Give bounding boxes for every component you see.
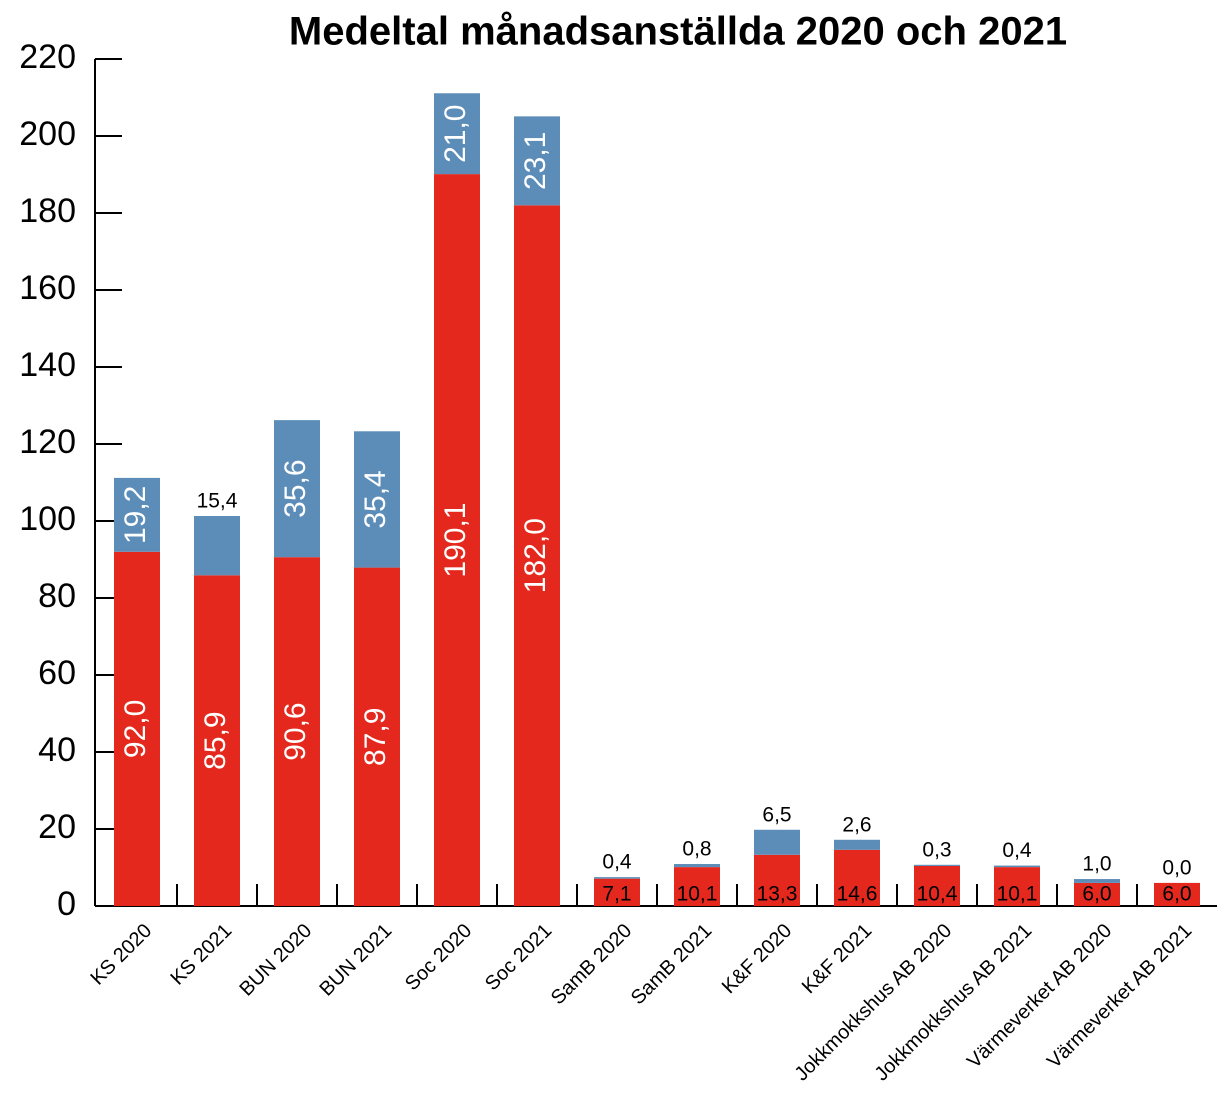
bar-segment xyxy=(514,116,560,206)
bar-segment xyxy=(434,174,480,907)
value-label: 23,1 xyxy=(519,132,552,190)
value-label: 15,4 xyxy=(197,490,238,513)
value-label: 1,0 xyxy=(1082,853,1111,876)
value-label: 0,4 xyxy=(1002,839,1032,862)
bar-segment xyxy=(114,477,160,552)
value-label: 0,4 xyxy=(602,851,632,874)
bar-segment xyxy=(834,849,880,906)
bar-segment xyxy=(594,878,640,906)
y-tick-label: 0 xyxy=(57,885,76,923)
y-tick-label: 80 xyxy=(38,577,76,615)
y-tick-label: 20 xyxy=(38,808,76,846)
bar-segment xyxy=(754,829,800,855)
x-tick-label: SamB 2021 xyxy=(627,920,716,1009)
bar-segment xyxy=(434,93,480,175)
value-label: 92,0 xyxy=(119,700,152,758)
bar-segment xyxy=(1154,882,1200,906)
value-label: 2,6 xyxy=(842,813,871,836)
value-label: 10,4 xyxy=(917,883,958,906)
x-tick-label: Värmeverket AB 2020 xyxy=(963,920,1116,1073)
bar-segment xyxy=(354,431,400,568)
bar-segment xyxy=(674,864,720,868)
value-label: 190,1 xyxy=(439,503,472,578)
bar-segment xyxy=(754,854,800,906)
value-label: 0,3 xyxy=(922,838,951,861)
value-label: 85,9 xyxy=(199,711,232,769)
x-tick-label: Jokkmokkshus AB 2021 xyxy=(871,920,1037,1086)
value-label: 35,4 xyxy=(359,470,392,528)
y-tick-label: 40 xyxy=(38,731,76,769)
bar-segment xyxy=(1074,879,1120,883)
x-tick-label: BUN 2021 xyxy=(315,920,396,1001)
bar-segment xyxy=(194,575,240,906)
y-tick-label: 60 xyxy=(38,654,76,692)
y-tick-label: 160 xyxy=(19,269,76,307)
value-label: 182,0 xyxy=(519,518,552,593)
x-tick-label: SamB 2020 xyxy=(547,920,636,1009)
value-label: 21,0 xyxy=(439,104,472,162)
y-tick-label: 180 xyxy=(19,192,76,230)
x-tick-label: Värmeverket AB 2021 xyxy=(1043,920,1196,1073)
x-tick-label: Soc 2021 xyxy=(481,920,556,995)
value-label: 10,1 xyxy=(997,883,1038,906)
value-label: 87,9 xyxy=(359,708,392,766)
y-tick-label: 100 xyxy=(19,500,76,538)
value-label: 6,0 xyxy=(1162,883,1191,906)
bar-segment xyxy=(514,205,560,907)
y-tick-label: 120 xyxy=(19,423,76,461)
value-label: 0,0 xyxy=(1162,856,1191,879)
value-label: 0,8 xyxy=(682,838,711,861)
bar-segment xyxy=(274,557,320,906)
x-tick-label: Jokkmokkshus AB 2020 xyxy=(791,920,957,1086)
bar-segment xyxy=(914,865,960,906)
value-label: 10,1 xyxy=(677,883,718,906)
y-tick-label: 140 xyxy=(19,346,76,384)
value-label: 6,0 xyxy=(1082,883,1111,906)
x-tick-label: KS 2020 xyxy=(86,920,156,990)
x-tick-label: BUN 2020 xyxy=(235,920,316,1001)
bar-segment xyxy=(914,864,960,866)
bar-segment xyxy=(354,567,400,906)
value-label: 14,6 xyxy=(837,883,878,906)
value-label: 6,5 xyxy=(762,803,791,826)
bar-segment xyxy=(994,867,1040,906)
value-label: 7,1 xyxy=(602,883,631,906)
value-label: 90,6 xyxy=(279,702,312,760)
value-label: 19,2 xyxy=(119,486,152,544)
bar-segment xyxy=(674,867,720,906)
x-tick-label: K&F 2020 xyxy=(718,920,796,998)
bar-segment xyxy=(114,551,160,906)
bar-segment xyxy=(594,877,640,879)
bar-segment xyxy=(994,865,1040,868)
x-tick-label: KS 2021 xyxy=(166,920,236,990)
bar-segment xyxy=(834,839,880,850)
y-tick-label: 200 xyxy=(19,115,76,153)
value-label: 13,3 xyxy=(757,883,798,906)
x-tick-label: Soc 2020 xyxy=(401,920,476,995)
bar-segment xyxy=(1074,882,1120,906)
x-tick-label: K&F 2021 xyxy=(798,920,876,998)
bar-segment xyxy=(194,515,240,576)
chart-title: Medeltal månadsanställda 2020 och 2021 xyxy=(289,10,1067,54)
y-tick-label: 220 xyxy=(19,38,76,76)
bar-segment xyxy=(274,420,320,558)
value-label: 35,6 xyxy=(279,459,312,517)
